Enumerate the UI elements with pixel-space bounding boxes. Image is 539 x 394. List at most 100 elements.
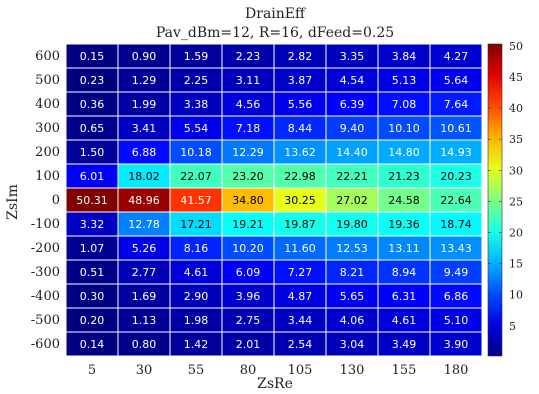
cell-value-label: 11.60	[284, 242, 316, 255]
heatmap-cell	[325, 163, 379, 189]
colorbar-gradient	[487, 43, 503, 357]
heatmap-cell	[117, 283, 171, 309]
cell-value-label: 14.80	[388, 146, 420, 159]
cell-value-label: 2.75	[236, 314, 261, 327]
cell-value-label: 0.20	[80, 314, 105, 327]
cell-value-label: 0.80	[132, 338, 157, 351]
cell-value-label: 8.21	[340, 266, 365, 279]
heatmap-cell	[325, 43, 379, 69]
cell-value-label: 22.07	[180, 170, 212, 183]
cell-value-label: 3.84	[392, 50, 417, 63]
heatmap-cell	[65, 331, 119, 357]
heatmap-cell	[429, 187, 483, 213]
heatmap-cells: 0.15 0.90 1.59 2.23 2.82 3.35 3.84 4.27 0.23 1.29…	[65, 43, 483, 357]
x-tick-label: 30	[136, 363, 153, 378]
heatmap-cell	[65, 259, 119, 285]
heatmap-cell	[273, 187, 327, 213]
y-tick-label: -100	[31, 217, 60, 232]
cell-value-label: 12.78	[128, 218, 160, 231]
heatmap-cell	[429, 211, 483, 237]
cell-value-label: 7.08	[392, 98, 417, 111]
cell-value-label: 2.01	[236, 338, 261, 351]
x-tick-label: 80	[240, 363, 257, 378]
cell-value-label: 12.53	[336, 242, 368, 255]
y-axis-label: ZsIm	[5, 184, 21, 220]
cell-value-label: 21.23	[388, 170, 420, 183]
cell-value-label: 0.36	[80, 98, 105, 111]
cell-value-label: 17.21	[180, 218, 212, 231]
cell-value-label: 10.18	[180, 146, 212, 159]
heatmap-cell	[429, 259, 483, 285]
cell-value-label: 20.23	[440, 170, 472, 183]
heatmap-cell	[65, 187, 119, 213]
colorbar-tick-label: 25	[509, 195, 523, 208]
cell-value-label: 7.64	[444, 98, 469, 111]
cell-value-label: 41.57	[180, 194, 212, 207]
cell-value-label: 2.77	[132, 266, 157, 279]
heatmap-cell	[273, 115, 327, 141]
heatmap-cell	[377, 331, 431, 357]
cell-value-label: 10.61	[440, 122, 472, 135]
cell-value-label: 6.01	[80, 170, 105, 183]
cell-value-label: 3.04	[340, 338, 365, 351]
cell-value-label: 1.99	[132, 98, 157, 111]
x-tick-label: 55	[188, 363, 205, 378]
cell-value-label: 18.02	[128, 170, 160, 183]
heatmap-cell	[377, 91, 431, 117]
heatmap-cell	[377, 259, 431, 285]
cell-value-label: 5.56	[288, 98, 313, 111]
heatmap-cell	[325, 91, 379, 117]
heatmap-cell	[117, 259, 171, 285]
y-tick-label: -400	[31, 289, 60, 304]
heatmap-cell	[117, 331, 171, 357]
heatmap-cell	[169, 91, 223, 117]
heatmap-cell	[65, 91, 119, 117]
x-tick-label: 155	[392, 363, 417, 378]
cell-value-label: 3.87	[288, 74, 313, 87]
heatmap-cell	[117, 235, 171, 261]
heatmap-cell	[273, 235, 327, 261]
cell-value-label: 4.06	[340, 314, 365, 327]
cell-value-label: 27.02	[336, 194, 368, 207]
cell-value-label: 22.64	[440, 194, 472, 207]
cell-value-label: 9.40	[340, 122, 365, 135]
cell-value-label: 4.56	[236, 98, 261, 111]
cell-value-label: 13.43	[440, 242, 472, 255]
heatmap-cell	[273, 283, 327, 309]
colorbar-tick-label: 10	[509, 289, 523, 302]
cell-value-label: 2.54	[288, 338, 313, 351]
cell-value-label: 0.30	[80, 290, 105, 303]
heatmap-cell	[429, 163, 483, 189]
heatmap-cell	[429, 91, 483, 117]
cell-value-label: 5.65	[340, 290, 365, 303]
cell-value-label: 1.07	[80, 242, 105, 255]
cell-value-label: 3.41	[132, 122, 157, 135]
cell-value-label: 3.38	[184, 98, 209, 111]
x-tick-label: 130	[340, 363, 365, 378]
cell-value-label: 13.62	[284, 146, 316, 159]
cell-value-label: 24.58	[388, 194, 420, 207]
heatmap-cell	[273, 91, 327, 117]
cell-value-label: 3.96	[236, 290, 261, 303]
cell-value-label: 14.93	[440, 146, 472, 159]
cell-value-label: 7.18	[236, 122, 261, 135]
heatmap-cell	[377, 115, 431, 141]
cell-value-label: 10.20	[232, 242, 264, 255]
cell-value-label: 1.59	[184, 50, 209, 63]
cell-value-label: 1.69	[132, 290, 157, 303]
cell-value-label: 3.49	[392, 338, 417, 351]
cell-value-label: 0.51	[80, 266, 105, 279]
cell-value-label: 48.96	[128, 194, 160, 207]
cell-value-label: 0.90	[132, 50, 157, 63]
y-tick-label: -600	[31, 337, 60, 352]
colorbar-tick-label: 35	[509, 133, 523, 146]
heatmap-cell	[169, 259, 223, 285]
cell-value-label: 3.35	[340, 50, 365, 63]
cell-value-label: 19.80	[336, 218, 368, 231]
heatmap-cell	[221, 67, 275, 93]
cell-value-label: 8.16	[184, 242, 209, 255]
cell-value-label: 8.44	[288, 122, 313, 135]
heatmap-cell	[325, 187, 379, 213]
y-tick-label: 200	[35, 145, 60, 160]
